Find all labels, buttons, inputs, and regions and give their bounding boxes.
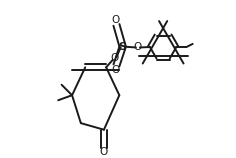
Text: O: O (100, 147, 108, 157)
Text: O: O (134, 43, 142, 52)
Text: O: O (112, 65, 120, 75)
Text: O: O (112, 15, 120, 25)
Text: S: S (119, 42, 127, 52)
Text: O: O (110, 53, 119, 63)
